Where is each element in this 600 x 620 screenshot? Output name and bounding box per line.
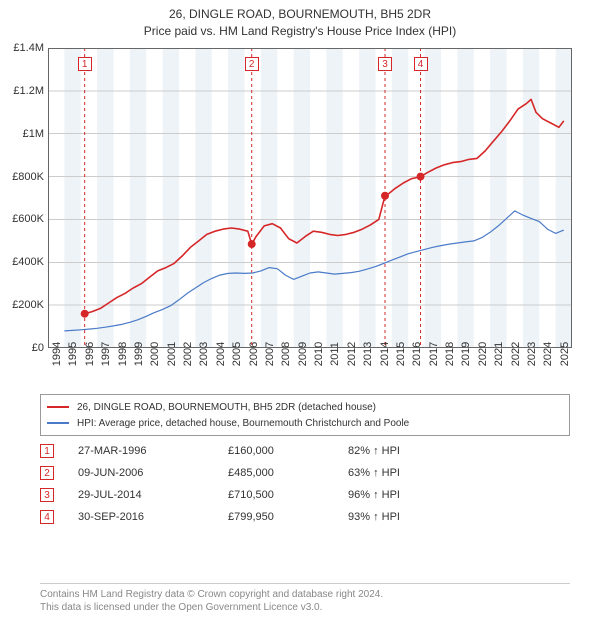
sales-row-marker: 2 [40, 466, 54, 480]
x-tick-label: 2023 [526, 342, 538, 366]
sales-row-pct: 93% ↑ HPI [348, 511, 468, 523]
sales-row-price: £485,000 [228, 467, 348, 479]
x-tick-label: 2006 [248, 342, 260, 366]
x-tick-label: 2008 [280, 342, 292, 366]
sales-row-date: 29-JUL-2014 [78, 489, 228, 501]
footer-line1: Contains HM Land Registry data © Crown c… [40, 589, 383, 600]
x-tick-label: 1999 [133, 342, 145, 366]
sale-marker-4: 4 [414, 57, 428, 71]
x-tick-label: 2016 [411, 342, 423, 366]
sale-marker-2: 2 [245, 57, 259, 71]
x-tick-label: 2002 [182, 342, 194, 366]
sales-row-marker: 4 [40, 510, 54, 524]
y-tick-label: £600K [12, 213, 44, 225]
chart-svg [48, 48, 572, 348]
x-tick-label: 2017 [428, 342, 440, 366]
x-tick-label: 2021 [493, 342, 505, 366]
footer: Contains HM Land Registry data © Crown c… [40, 583, 570, 614]
legend-label-property: 26, DINGLE ROAD, BOURNEMOUTH, BH5 2DR (d… [77, 402, 376, 413]
x-tick-label: 2007 [264, 342, 276, 366]
sales-row-date: 30-SEP-2016 [78, 511, 228, 523]
legend-swatch-property [47, 406, 69, 408]
sales-row-date: 09-JUN-2006 [78, 467, 228, 479]
x-tick-label: 2020 [477, 342, 489, 366]
x-tick-label: 1997 [100, 342, 112, 366]
sales-row-price: £710,500 [228, 489, 348, 501]
sales-row-marker: 1 [40, 444, 54, 458]
x-tick-label: 2013 [362, 342, 374, 366]
x-tick-label: 2000 [149, 342, 161, 366]
footer-line2: This data is licensed under the Open Gov… [40, 602, 322, 613]
y-tick-label: £1M [23, 128, 44, 140]
sales-row-pct: 63% ↑ HPI [348, 467, 468, 479]
x-tick-label: 2024 [542, 342, 554, 366]
x-tick-label: 2019 [460, 342, 472, 366]
x-tick-label: 1998 [117, 342, 129, 366]
y-tick-label: £0 [32, 342, 44, 354]
x-tick-label: 2001 [166, 342, 178, 366]
legend: 26, DINGLE ROAD, BOURNEMOUTH, BH5 2DR (d… [40, 394, 570, 436]
sales-row-pct: 96% ↑ HPI [348, 489, 468, 501]
sales-row-marker: 3 [40, 488, 54, 502]
y-tick-label: £1.4M [13, 42, 44, 54]
x-tick-label: 1996 [84, 342, 96, 366]
chart-title-line1: 26, DINGLE ROAD, BOURNEMOUTH, BH5 2DR [0, 6, 600, 23]
x-tick-label: 2011 [329, 342, 341, 366]
sale-marker-3: 3 [378, 57, 392, 71]
sales-row: 4 30-SEP-2016£799,95093% ↑ HPI [40, 506, 570, 528]
legend-row-hpi: HPI: Average price, detached house, Bour… [47, 415, 563, 431]
x-tick-label: 2025 [559, 342, 571, 366]
legend-label-hpi: HPI: Average price, detached house, Bour… [77, 418, 409, 429]
sales-row-price: £160,000 [228, 445, 348, 457]
x-tick-label: 2014 [379, 342, 391, 366]
sales-table: 1 27-MAR-1996£160,00082% ↑ HPI 2 09-JUN-200… [40, 440, 570, 528]
legend-swatch-hpi [47, 422, 69, 424]
x-tick-label: 1995 [67, 342, 79, 366]
x-tick-label: 2022 [510, 342, 522, 366]
y-tick-label: £200K [12, 299, 44, 311]
x-tick-label: 2009 [297, 342, 309, 366]
sale-marker-1: 1 [78, 57, 92, 71]
y-tick-label: £400K [12, 256, 44, 268]
sales-row: 2 09-JUN-2006£485,00063% ↑ HPI [40, 462, 570, 484]
sales-row-pct: 82% ↑ HPI [348, 445, 468, 457]
x-tick-label: 2018 [444, 342, 456, 366]
y-tick-label: £800K [12, 171, 44, 183]
chart-area [48, 48, 572, 348]
x-tick-label: 2015 [395, 342, 407, 366]
x-tick-label: 2010 [313, 342, 325, 366]
x-tick-label: 2003 [198, 342, 210, 366]
sales-row-date: 27-MAR-1996 [78, 445, 228, 457]
legend-row-property: 26, DINGLE ROAD, BOURNEMOUTH, BH5 2DR (d… [47, 399, 563, 415]
y-tick-label: £1.2M [13, 85, 44, 97]
page-container: 26, DINGLE ROAD, BOURNEMOUTH, BH5 2DR Pr… [0, 0, 600, 620]
x-tick-label: 2004 [215, 342, 227, 366]
sales-row-price: £799,950 [228, 511, 348, 523]
x-tick-label: 2005 [231, 342, 243, 366]
sales-row: 1 27-MAR-1996£160,00082% ↑ HPI [40, 440, 570, 462]
chart-title-line2: Price paid vs. HM Land Registry's House … [0, 23, 600, 40]
x-tick-label: 1994 [51, 342, 63, 366]
sales-row: 3 29-JUL-2014£710,50096% ↑ HPI [40, 484, 570, 506]
x-tick-label: 2012 [346, 342, 358, 366]
